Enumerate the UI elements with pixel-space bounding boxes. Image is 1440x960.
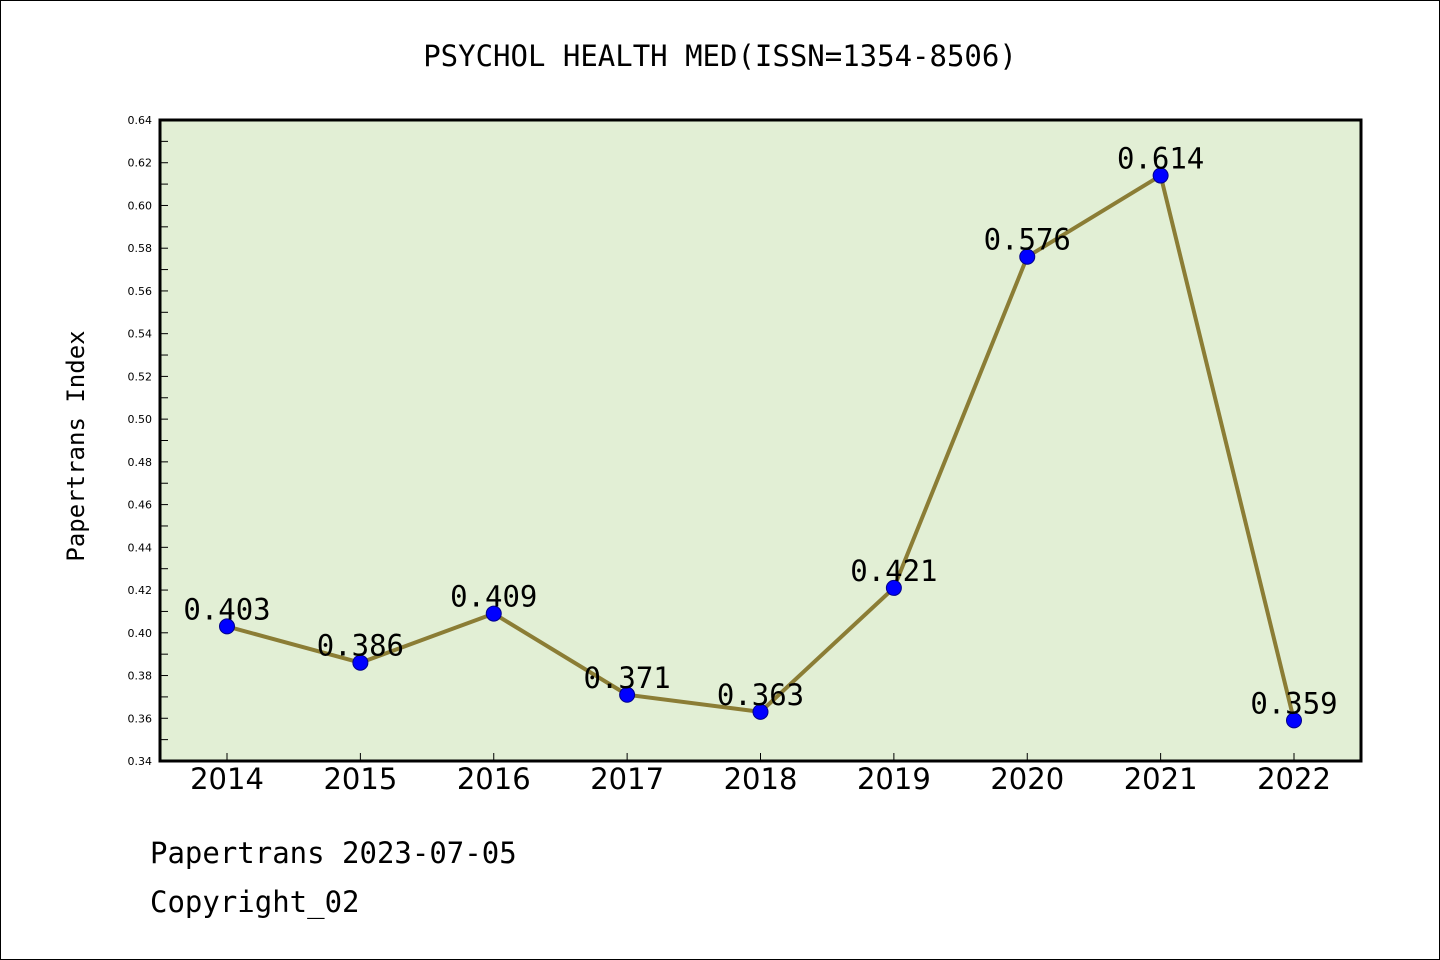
y-axis: 0.34 0.36 0.38 0.40 0.42 0.44 0.46 0.48 0.50 0.52… [128,114,168,768]
data-point [1286,712,1302,729]
y-tick-label: 0.46 [128,499,153,512]
x-tick-label: 2017 [590,762,664,796]
y-tick-label: 0.44 [128,541,153,554]
data-labels-group: 0.403 0.386 0.409 0.371 0.363 0.421 0.576 0.614… [183,142,1337,721]
x-tick-label: 2016 [457,762,531,796]
y-tick-label: 0.40 [128,627,153,640]
data-label: 0.421 [850,554,937,588]
y-tick-label: 0.64 [128,114,153,127]
y-tick-label: 0.52 [128,370,153,383]
footer-copyright: Copyright_02 [150,885,360,919]
y-tick-label: 0.34 [128,755,153,768]
data-point [485,605,502,622]
data-label: 0.409 [450,580,537,614]
y-axis-label: Papertrans Index [62,330,90,561]
x-tick-label: 2022 [1257,762,1331,796]
y-tick-label: 0.36 [128,712,153,725]
y-tick-label: 0.58 [128,242,153,255]
y-tick-label: 0.50 [128,413,153,426]
data-label: 0.386 [317,629,404,663]
data-point [752,703,769,720]
data-label: 0.614 [1117,142,1204,176]
x-tick-label: 2018 [724,762,798,796]
data-point [1019,248,1036,265]
x-tick-label: 2019 [857,762,931,796]
chart-title: PSYCHOL HEALTH MED(ISSN=1354-8506) [423,39,1017,73]
data-point [219,618,235,635]
x-tick-label: 2015 [323,762,397,796]
data-label: 0.403 [183,592,270,626]
data-label: 0.359 [1250,686,1337,720]
y-tick-label: 0.42 [128,584,153,597]
y-tick-label: 0.38 [128,670,153,683]
y-tick-label: 0.56 [128,285,153,298]
data-label: 0.371 [583,661,670,695]
data-point [885,579,902,596]
x-tick-label: 2020 [990,762,1064,796]
y-tick-label: 0.60 [128,199,153,212]
y-tick-label: 0.62 [128,157,153,170]
data-point [1152,167,1169,184]
x-tick-label: 2014 [190,762,264,796]
data-point [352,654,369,671]
y-tick-label: 0.48 [128,456,153,469]
data-label: 0.363 [717,678,804,712]
data-label: 0.576 [984,223,1071,257]
x-tick-label: 2021 [1124,762,1198,796]
data-point [619,686,636,703]
x-axis: 2014 2015 2016 2017 2018 2019 2020 2021 2022 [190,753,1331,796]
y-tick-label: 0.54 [128,328,153,341]
footer-date: Papertrans 2023-07-05 [150,836,517,870]
series-group [219,167,1302,729]
plot-area [158,118,1363,763]
